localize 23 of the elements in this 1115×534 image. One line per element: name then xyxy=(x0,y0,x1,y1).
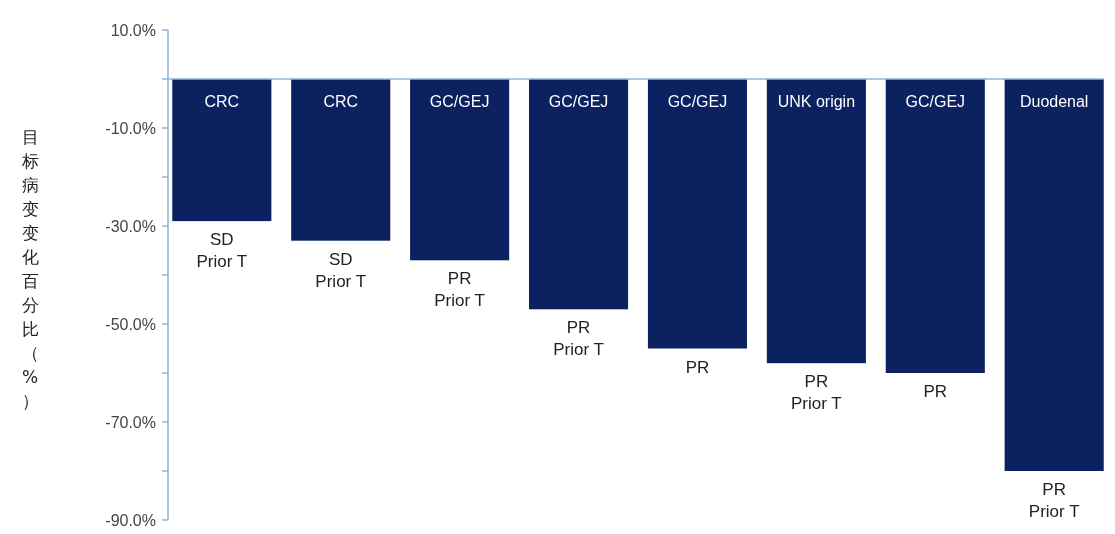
x-tick-label: GC/GEJ xyxy=(429,93,490,110)
annotation: PR Prior T xyxy=(434,269,485,311)
y-tick-label: -50.0% xyxy=(105,315,156,333)
x-tick-label: GC/GEJ xyxy=(667,93,728,110)
y-tick-label: -90.0% xyxy=(105,511,156,529)
x-tick-label: UNK origin xyxy=(777,93,856,110)
x-tick-label: Duodenal xyxy=(1019,93,1089,110)
annotation: SD Prior T xyxy=(315,249,367,291)
annotation: PR Prior T xyxy=(553,318,604,360)
y-tick-label: 10.0% xyxy=(110,21,156,39)
annotation: PR xyxy=(923,382,948,401)
x-tick-label: GC/GEJ xyxy=(548,93,609,110)
y-tick-label: -70.0% xyxy=(105,413,156,431)
y-tick-label: -30.0% xyxy=(105,217,156,235)
y-tick-label: -10.0% xyxy=(105,119,156,137)
annotation: SD Prior T xyxy=(196,230,248,272)
text: 目标病变变化百分比（%） xyxy=(21,127,39,411)
x-tick-label: CRC xyxy=(323,93,359,110)
annotation: PR Prior T xyxy=(791,372,842,414)
x-tick-label: GC/GEJ xyxy=(905,93,966,110)
annotation: PR xyxy=(685,357,710,377)
x-tick-label: CRC xyxy=(204,93,240,110)
annotation: PR Prior T xyxy=(1028,480,1080,521)
